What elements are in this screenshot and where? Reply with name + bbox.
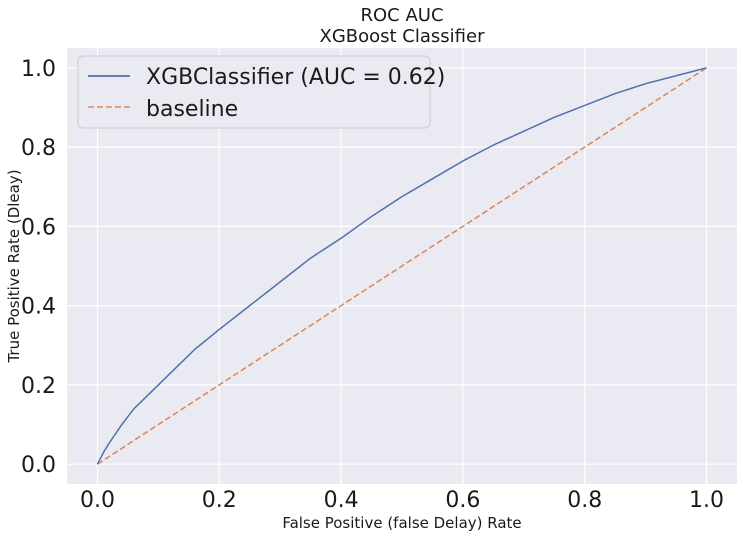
legend-label-xgb: XGBClassifier (AUC = 0.62)	[146, 65, 445, 90]
y-axis-label: True Positive Rate (Dleay)	[5, 169, 23, 363]
legend-label-baseline: baseline	[146, 97, 238, 122]
x-tick-labels: 0.0 0.2 0.4 0.6 0.8 1.0	[80, 488, 724, 513]
series-line-xgb	[96, 67, 707, 465]
series-layer	[96, 67, 707, 465]
y-grid	[67, 67, 737, 465]
x-tick-label: 0.6	[445, 488, 480, 513]
y-tick-label: 0.0	[21, 453, 56, 478]
series-line-baseline	[97, 67, 707, 465]
x-tick-label: 0.8	[567, 488, 602, 513]
x-tick-label: 0.4	[324, 488, 359, 513]
y-tick-label: 0.6	[21, 215, 56, 240]
legend: XGBClassifier (AUC = 0.62) baseline	[77, 55, 445, 129]
y-tick-label: 0.2	[21, 374, 56, 399]
x-axis-label: False Positive (false Delay) Rate	[282, 514, 521, 532]
y-tick-label: 1.0	[21, 57, 56, 82]
x-tick-label: 0.2	[202, 488, 237, 513]
chart-title: ROC AUC	[360, 5, 443, 26]
x-tick-label: 1.0	[689, 488, 724, 513]
legend-box	[77, 55, 431, 129]
chart-subtitle: XGBoost Classifier	[320, 26, 486, 47]
y-tick-labels: 0.0 0.2 0.4 0.6 0.8 1.0	[21, 57, 56, 478]
x-tick-label: 0.0	[80, 488, 115, 513]
y-tick-label: 0.4	[21, 295, 56, 320]
y-tick-label: 0.8	[21, 136, 56, 161]
